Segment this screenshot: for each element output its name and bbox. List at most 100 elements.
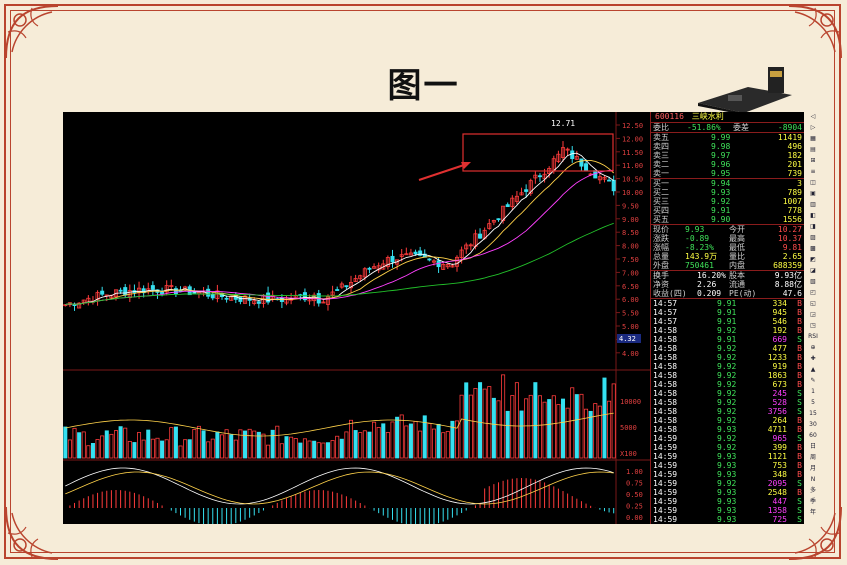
volume-bar (210, 438, 215, 459)
trade-volume: 1121 (767, 452, 787, 461)
toolbar-button[interactable]: ▥ (810, 201, 816, 208)
stat-row: 收益(四) 0.209 PE(动) 47.6 (651, 289, 804, 298)
volume-bar (372, 421, 377, 459)
toolbar-button[interactable]: ▦ (810, 135, 816, 142)
volume-bar (408, 423, 413, 459)
toolbar-button[interactable]: 月 (809, 465, 816, 472)
toolbar-button[interactable]: 周 (809, 454, 816, 461)
volume-bar (491, 397, 496, 459)
volume-bar (611, 383, 616, 459)
volume-bar (579, 393, 584, 459)
volume-bar (473, 388, 478, 459)
volume-bar (542, 401, 547, 459)
toolbar-button[interactable]: 60 (809, 432, 817, 439)
volume-bar (183, 439, 188, 459)
volume-bar (325, 442, 330, 459)
toolbar-button[interactable]: ◳ (810, 322, 816, 329)
candle-body (560, 147, 566, 158)
candle-body (404, 253, 409, 256)
corner-ornament-icon (5, 506, 59, 560)
trade-price: 9.92 (717, 407, 737, 416)
toolbar-button[interactable]: 日 (809, 443, 816, 450)
corner-ornament-icon (788, 5, 842, 59)
candle-body (344, 285, 349, 288)
volume-bar (565, 407, 570, 459)
price-tick-label: 11.00 (622, 162, 643, 170)
trade-time: 14:58 (653, 398, 678, 407)
candle-body (524, 189, 529, 192)
trade-time: 14:58 (653, 407, 678, 416)
trade-side: B (797, 344, 802, 353)
trade-price: 9.92 (717, 380, 737, 389)
toolbar-button[interactable]: ✚ (810, 355, 816, 362)
toolbar-button[interactable]: ◁ (810, 113, 816, 120)
indicator-tick-label: 0.00 (626, 514, 643, 522)
toolbar-button[interactable]: ◧ (810, 212, 816, 219)
price-tick-label: 10.00 (622, 189, 643, 197)
trade-side: B (797, 452, 802, 461)
toolbar-button[interactable]: ⊞ (810, 157, 816, 164)
volume-bar (478, 382, 483, 459)
volume-bar (160, 440, 165, 459)
volume-bar (132, 442, 137, 459)
toolbar-button[interactable]: ◨ (810, 223, 816, 230)
arrow-head-icon (461, 162, 471, 169)
volume-bar (169, 427, 174, 459)
indicator-bars (69, 478, 615, 524)
toolbar-button[interactable]: 年 (809, 509, 816, 516)
candle-body (431, 260, 436, 263)
toolbar-button[interactable]: ⊕ (810, 344, 816, 351)
toolbar-button[interactable]: ◲ (810, 311, 816, 318)
tick-trades[interactable]: 14:57 9.91 334 B 14:57 9.91 945 B 14:57 9.91 546 B 1… (651, 299, 804, 524)
toolbar-button[interactable]: N (810, 476, 816, 483)
toolbar-button[interactable]: ▷ (810, 124, 816, 131)
toolbar-button[interactable]: ✎ (810, 377, 816, 384)
trade-row: 14:59 9.93 753 B (651, 461, 804, 470)
candle-body (514, 195, 519, 202)
toolbar-button[interactable]: ◪ (810, 267, 816, 274)
candle-body (321, 301, 326, 304)
toolbar-button[interactable]: 1 (811, 388, 815, 395)
trade-row: 14:57 9.91 334 B (651, 299, 804, 308)
volume-bar (560, 398, 566, 459)
stock-chart[interactable]: 12.50 12.00 11.50 11.00 10.50 10.00 9.50 9.00 8.… (63, 112, 650, 524)
trade-price: 9.93 (717, 425, 737, 434)
toolbar-button[interactable]: 30 (809, 421, 817, 428)
toolbar-button[interactable]: 季 (809, 498, 816, 505)
volume-bar (284, 436, 289, 459)
volume-bar (445, 431, 450, 459)
toolbar-button[interactable]: 15 (809, 410, 817, 417)
toolbar-button[interactable]: ◩ (810, 256, 816, 263)
toolbar-button[interactable]: ▨ (810, 234, 816, 241)
trade-row: 14:59 9.93 348 B (651, 470, 804, 479)
toolbar-button[interactable]: ◱ (810, 300, 816, 307)
volume-bar (109, 433, 114, 459)
toolbar-button[interactable]: ▣ (810, 190, 816, 197)
toolbar-button[interactable]: 多 (809, 487, 816, 494)
trade-time: 14:59 (653, 470, 678, 479)
volume-bar (173, 426, 178, 459)
trade-time: 14:59 (653, 506, 678, 515)
trade-row: 14:59 9.93 1358 S (651, 506, 804, 515)
toolbar-button[interactable]: 5 (811, 399, 815, 406)
toolbar-button[interactable]: ◰ (810, 289, 816, 296)
toolbar-button[interactable]: ▲ (810, 366, 816, 373)
toolbar-button[interactable]: RSI (808, 333, 818, 340)
trade-price: 9.92 (717, 389, 737, 398)
trade-row: 14:58 9.92 1233 B (651, 353, 804, 362)
volume-bar (196, 425, 201, 459)
volume-bar (413, 420, 418, 459)
stat-label: 外盘 (653, 261, 669, 270)
toolbar-button[interactable]: ▩ (810, 245, 816, 252)
toolbar-button[interactable]: ▧ (810, 278, 816, 285)
trade-side: B (797, 326, 802, 335)
toolbar-button[interactable]: ≡ (810, 168, 816, 175)
volume-bar (270, 429, 275, 459)
stat-value: 9.93亿 (774, 271, 802, 280)
toolbar-button[interactable]: ▤ (810, 146, 816, 153)
candlesticks (63, 141, 616, 311)
trade-price: 9.92 (717, 371, 737, 380)
volume-bar (487, 386, 492, 459)
toolbar-button[interactable]: ◫ (810, 179, 816, 186)
trade-side: B (797, 488, 802, 497)
